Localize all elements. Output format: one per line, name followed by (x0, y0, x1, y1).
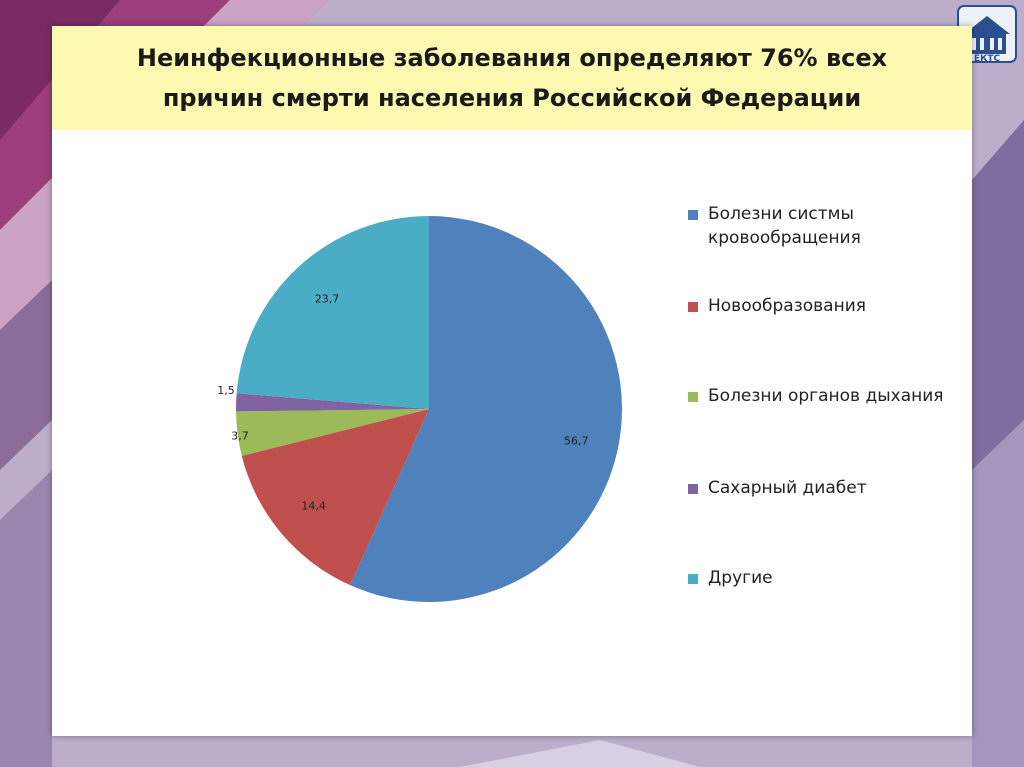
legend-item-4: Сахарный диабет (688, 476, 948, 500)
logo-text: ЕКТС (974, 54, 1001, 64)
legend-item-1: Болезни систмы кровообращения (688, 202, 948, 250)
pie-slice-5 (236, 216, 429, 409)
title-line-1: Неинфекционные заболевания определяют 76… (136, 44, 888, 72)
pie-data-labels: 56,7 14,4 3,7 1,5 23,7 (217, 292, 588, 512)
pie-data-label-3: 3,7 (231, 430, 249, 443)
pie-data-label-2: 14,4 (301, 500, 326, 513)
pie-slice-3 (236, 409, 429, 456)
pie-data-label-5: 23,7 (315, 292, 340, 305)
page-title: Неинфекционные заболевания определяют 76… (72, 38, 952, 118)
pie-slice-4 (236, 393, 429, 412)
legend-label: Сахарный диабет (708, 478, 867, 498)
legend-swatch (688, 210, 698, 220)
legend-label: Болезни систмы кровообращения (708, 204, 861, 248)
legend-item-3: Болезни органов дыхания (688, 384, 948, 408)
university-crest-icon: ЕКТС (957, 5, 1017, 64)
pie-chart: 56,7 14,4 3,7 1,5 23,7 (217, 216, 623, 602)
pie-data-label-1: 56,7 (564, 434, 589, 447)
pie-data-label-4: 1,5 (217, 384, 235, 397)
legend-label: Новообразования (708, 296, 866, 316)
pie-slice-1 (350, 216, 623, 602)
pie-slice-2 (241, 409, 429, 586)
legend-swatch (688, 302, 698, 312)
legend-item-5: Другие (688, 566, 948, 590)
pie-slices (236, 216, 623, 602)
title-band: Неинфекционные заболевания определяют 76… (52, 26, 972, 130)
legend-swatch (688, 574, 698, 584)
legend-label: Другие (708, 568, 773, 588)
legend-item-2: Новообразования (688, 294, 948, 318)
legend-swatch (688, 484, 698, 494)
legend-swatch (688, 392, 698, 402)
title-line-2: причин смерти населения Российской Федер… (162, 84, 862, 112)
slide-card: Неинфекционные заболевания определяют 76… (52, 26, 972, 736)
legend-label: Болезни органов дыхания (708, 386, 944, 406)
